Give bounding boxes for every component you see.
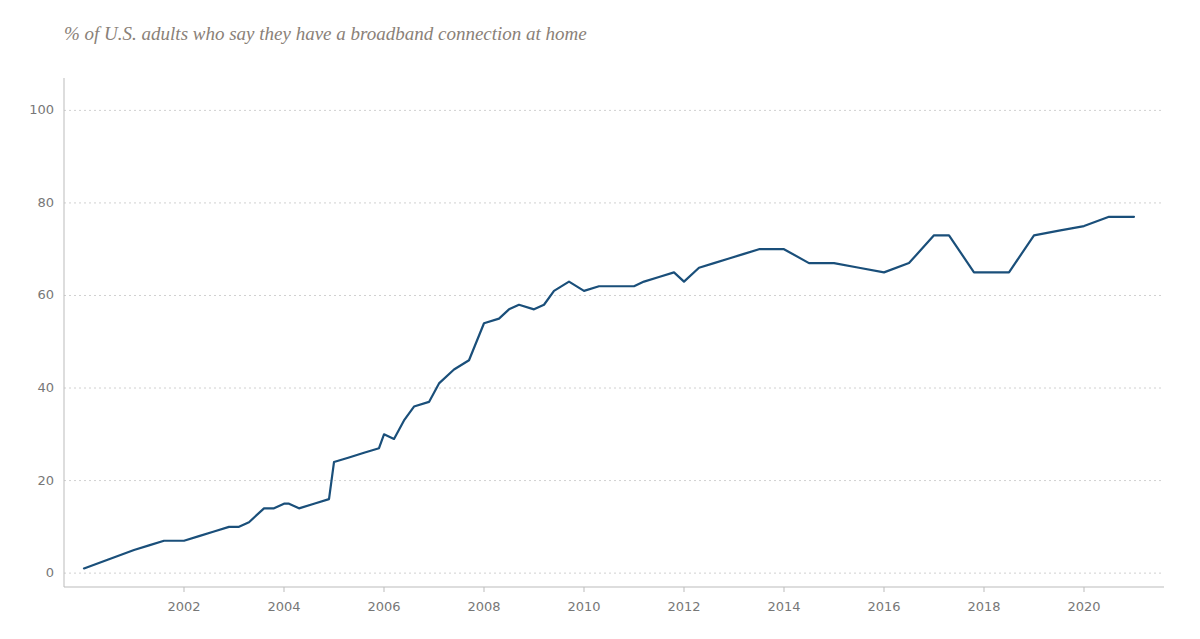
chart-title: % of U.S. adults who say they have a bro…: [64, 23, 587, 44]
x-tick-label: 2008: [467, 599, 500, 614]
y-tick-label: 80: [37, 195, 54, 210]
y-tick-label: 100: [29, 102, 54, 117]
x-tick: [484, 587, 485, 592]
y-tick-label: 40: [37, 380, 54, 395]
x-tick: [784, 587, 785, 592]
x-tick-label: 2002: [167, 599, 200, 614]
x-tick: [584, 587, 585, 592]
grid-line: [64, 202, 1164, 203]
x-axis-line: [64, 587, 1164, 588]
x-tick-label: 2004: [267, 599, 300, 614]
x-tick-label: 2006: [367, 599, 400, 614]
y-tick-label: 60: [37, 287, 54, 302]
y-tick-label: 0: [46, 565, 54, 580]
x-tick: [884, 587, 885, 592]
x-tick: [1084, 587, 1085, 592]
x-tick-label: 2012: [667, 599, 700, 614]
x-tick-label: 2014: [767, 599, 800, 614]
plot-area: [84, 217, 1134, 569]
grid-line: [64, 480, 1164, 481]
x-tick: [284, 587, 285, 592]
y-axis-line: [64, 78, 65, 587]
x-tick-label: 2010: [567, 599, 600, 614]
x-tick: [684, 587, 685, 592]
x-tick-label: 2016: [867, 599, 900, 614]
grid-line: [64, 295, 1164, 296]
y-grid: [64, 110, 1164, 573]
y-tick-label: 20: [37, 473, 54, 488]
x-tick: [384, 587, 385, 592]
grid-line: [64, 110, 1164, 111]
grid-line: [64, 388, 1164, 389]
x-tick: [184, 587, 185, 592]
x-tick: [984, 587, 985, 592]
x-tick-label: 2020: [1067, 599, 1100, 614]
chart-svg: % of U.S. adults who say they have a bro…: [0, 0, 1200, 639]
grid-line: [64, 573, 1164, 574]
x-tick-label: 2018: [967, 599, 1000, 614]
chart-container: % of U.S. adults who say they have a bro…: [0, 0, 1200, 639]
data-line: [84, 217, 1134, 569]
